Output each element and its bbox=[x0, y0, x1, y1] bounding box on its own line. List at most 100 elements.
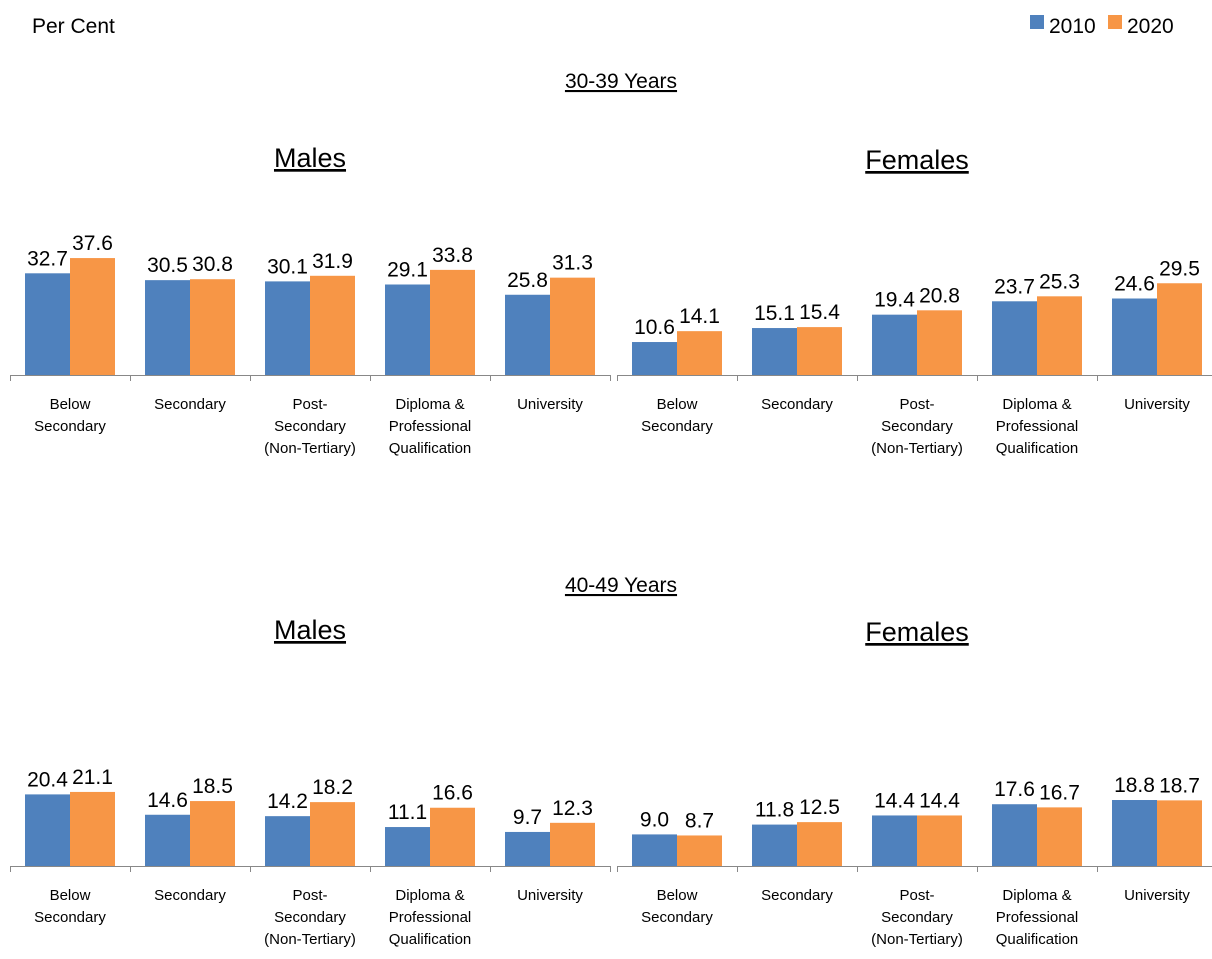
bar-40-49-years-males-diploma-professional-qualification-2020 bbox=[430, 808, 475, 866]
x-tick-label-30-39-years-females-university: University bbox=[1124, 396, 1190, 413]
data-label-40-49-years-males-secondary-2010: 14.6 bbox=[147, 789, 188, 812]
data-label-30-39-years-females-diploma-professional-qualification-2020: 25.3 bbox=[1039, 270, 1080, 293]
x-tick-label-line: Below bbox=[657, 887, 698, 904]
x-tick-label-line: Diploma & bbox=[1002, 396, 1071, 413]
legend-swatch-2020 bbox=[1108, 15, 1122, 29]
data-label-40-49-years-males-below-secondary-2020: 21.1 bbox=[72, 766, 113, 789]
data-label-30-39-years-females-post-secondary-non-tertiary-2010: 19.4 bbox=[874, 289, 915, 312]
data-label-40-49-years-females-diploma-professional-qualification-2010: 17.6 bbox=[994, 778, 1035, 801]
x-tick-label-line: Secondary bbox=[881, 909, 953, 926]
x-tick-label-line: University bbox=[1124, 396, 1190, 413]
bar-30-39-years-males-diploma-professional-qualification-2020 bbox=[430, 270, 475, 375]
x-tick-label-line: University bbox=[517, 396, 583, 413]
bar-30-39-years-males-below-secondary-2010 bbox=[25, 273, 70, 375]
x-tick-label-line: Diploma & bbox=[1002, 887, 1071, 904]
x-tick-label-line: Below bbox=[50, 887, 91, 904]
bar-40-49-years-males-post-secondary-non-tertiary-2020 bbox=[310, 802, 355, 866]
x-tick-label-line: Secondary bbox=[641, 909, 713, 926]
bar-40-49-years-females-university-2010 bbox=[1112, 800, 1157, 866]
x-tick-label-40-49-years-females-secondary: Secondary bbox=[761, 887, 833, 904]
bar-30-39-years-females-diploma-professional-qualification-2020 bbox=[1037, 296, 1082, 375]
bar-30-39-years-males-secondary-2010 bbox=[145, 280, 190, 375]
bar-30-39-years-females-secondary-2020 bbox=[797, 327, 842, 375]
bar-40-49-years-males-university-2010 bbox=[505, 832, 550, 866]
x-tick-label-40-49-years-males-post-secondary-non-tertiary: Post- Secondary (Non-Tertiary) bbox=[264, 887, 356, 948]
data-label-40-49-years-males-diploma-professional-qualification-2010: 11.1 bbox=[388, 801, 427, 824]
x-tick-label-30-39-years-males-university: University bbox=[517, 396, 583, 413]
x-tick-label-line: Diploma & bbox=[395, 396, 464, 413]
data-label-40-49-years-females-diploma-professional-qualification-2020: 16.7 bbox=[1039, 781, 1080, 804]
bar-40-49-years-females-diploma-professional-qualification-2020 bbox=[1037, 807, 1082, 866]
legend-label-2020: 2020 bbox=[1127, 15, 1174, 38]
x-tick-label-line: (Non-Tertiary) bbox=[264, 931, 356, 948]
section-title-30-39-years: 30-39 Years bbox=[565, 70, 677, 93]
data-label-30-39-years-males-post-secondary-non-tertiary-2020: 31.9 bbox=[312, 250, 353, 273]
x-tick-label-line: Secondary bbox=[274, 909, 346, 926]
bar-40-49-years-males-diploma-professional-qualification-2010 bbox=[385, 827, 430, 866]
bar-30-39-years-males-diploma-professional-qualification-2010 bbox=[385, 284, 430, 375]
data-label-30-39-years-females-below-secondary-2010: 10.6 bbox=[634, 316, 675, 339]
bar-40-49-years-females-university-2020 bbox=[1157, 800, 1202, 866]
data-label-30-39-years-males-below-secondary-2010: 32.7 bbox=[27, 247, 68, 270]
data-label-40-49-years-females-university-2010: 18.8 bbox=[1114, 774, 1155, 797]
x-tick-label-line: (Non-Tertiary) bbox=[264, 440, 356, 457]
x-tick-label-line: Post- bbox=[899, 887, 934, 904]
data-label-30-39-years-males-post-secondary-non-tertiary-2010: 30.1 bbox=[267, 255, 308, 278]
x-tick-label-30-39-years-males-secondary: Secondary bbox=[154, 396, 226, 413]
x-tick-label-line: Qualification bbox=[996, 931, 1079, 948]
x-tick-label-line: Secondary bbox=[34, 418, 106, 435]
bar-40-49-years-females-post-secondary-non-tertiary-2020 bbox=[917, 815, 962, 866]
data-label-40-49-years-females-university-2020: 18.7 bbox=[1159, 774, 1200, 797]
x-tick-label-line: Diploma & bbox=[395, 887, 464, 904]
bar-30-39-years-males-university-2010 bbox=[505, 295, 550, 375]
data-label-40-49-years-males-diploma-professional-qualification-2020: 16.6 bbox=[432, 782, 473, 805]
bar-40-49-years-males-secondary-2010 bbox=[145, 815, 190, 866]
x-tick-label-line: Secondary bbox=[154, 396, 226, 413]
panel-title-30-39-years-females: Females bbox=[865, 145, 969, 175]
data-label-30-39-years-females-below-secondary-2020: 14.1 bbox=[679, 305, 720, 328]
data-label-40-49-years-males-university-2020: 12.3 bbox=[552, 797, 593, 820]
data-label-40-49-years-females-secondary-2020: 12.5 bbox=[799, 796, 840, 819]
data-label-30-39-years-females-secondary-2010: 15.1 bbox=[754, 302, 795, 325]
x-tick-label-40-49-years-females-university: University bbox=[1124, 887, 1190, 904]
x-tick-label-line: Secondary bbox=[154, 887, 226, 904]
x-tick-label-40-49-years-females-below-secondary: Below Secondary bbox=[641, 887, 713, 926]
bar-40-49-years-males-university-2020 bbox=[550, 823, 595, 866]
x-tick-label-line: University bbox=[517, 887, 583, 904]
bar-40-49-years-females-secondary-2010 bbox=[752, 825, 797, 866]
x-tick-label-line: Post- bbox=[292, 396, 327, 413]
x-tick-label-line: Qualification bbox=[389, 440, 472, 457]
x-tick-label-line: Professional bbox=[389, 418, 472, 435]
bar-40-49-years-females-secondary-2020 bbox=[797, 822, 842, 866]
section-title-40-49-years: 40-49 Years bbox=[565, 574, 677, 597]
x-tick-label-30-39-years-females-post-secondary-non-tertiary: Post- Secondary (Non-Tertiary) bbox=[871, 396, 963, 457]
x-tick-label-30-39-years-males-diploma-professional-qualification: Diploma & Professional Qualification bbox=[389, 396, 472, 457]
x-tick-label-line: Below bbox=[50, 396, 91, 413]
bar-40-49-years-males-below-secondary-2010 bbox=[25, 794, 70, 866]
bar-30-39-years-females-post-secondary-non-tertiary-2020 bbox=[917, 310, 962, 375]
x-tick-label-30-39-years-females-secondary: Secondary bbox=[761, 396, 833, 413]
bar-30-39-years-males-post-secondary-non-tertiary-2010 bbox=[265, 281, 310, 375]
x-tick-label-line: Professional bbox=[389, 909, 472, 926]
x-tick-label-40-49-years-females-diploma-professional-qualification: Diploma & Professional Qualification bbox=[996, 887, 1079, 948]
bar-30-39-years-females-post-secondary-non-tertiary-2010 bbox=[872, 315, 917, 375]
bar-40-49-years-females-post-secondary-non-tertiary-2010 bbox=[872, 815, 917, 866]
bar-40-49-years-males-secondary-2020 bbox=[190, 801, 235, 866]
bar-30-39-years-males-post-secondary-non-tertiary-2020 bbox=[310, 276, 355, 375]
bar-40-49-years-males-post-secondary-non-tertiary-2010 bbox=[265, 816, 310, 866]
data-label-40-49-years-females-below-secondary-2010: 9.0 bbox=[640, 808, 669, 831]
bar-30-39-years-females-secondary-2010 bbox=[752, 328, 797, 375]
data-label-40-49-years-females-secondary-2010: 11.8 bbox=[755, 799, 794, 822]
data-label-30-39-years-males-secondary-2020: 30.8 bbox=[192, 253, 233, 276]
bar-30-39-years-females-university-2020 bbox=[1157, 283, 1202, 375]
x-tick-label-line: Professional bbox=[996, 418, 1079, 435]
legend-label-2010: 2010 bbox=[1049, 15, 1096, 38]
data-label-30-39-years-females-university-2010: 24.6 bbox=[1114, 272, 1155, 295]
x-tick-label-line: (Non-Tertiary) bbox=[871, 931, 963, 948]
data-label-40-49-years-males-secondary-2020: 18.5 bbox=[192, 775, 233, 798]
x-tick-label-line: Secondary bbox=[881, 418, 953, 435]
x-tick-label-30-39-years-females-diploma-professional-qualification: Diploma & Professional Qualification bbox=[996, 396, 1079, 457]
x-tick-label-30-39-years-males-post-secondary-non-tertiary: Post- Secondary (Non-Tertiary) bbox=[264, 396, 356, 457]
data-label-30-39-years-males-secondary-2010: 30.5 bbox=[147, 254, 188, 277]
